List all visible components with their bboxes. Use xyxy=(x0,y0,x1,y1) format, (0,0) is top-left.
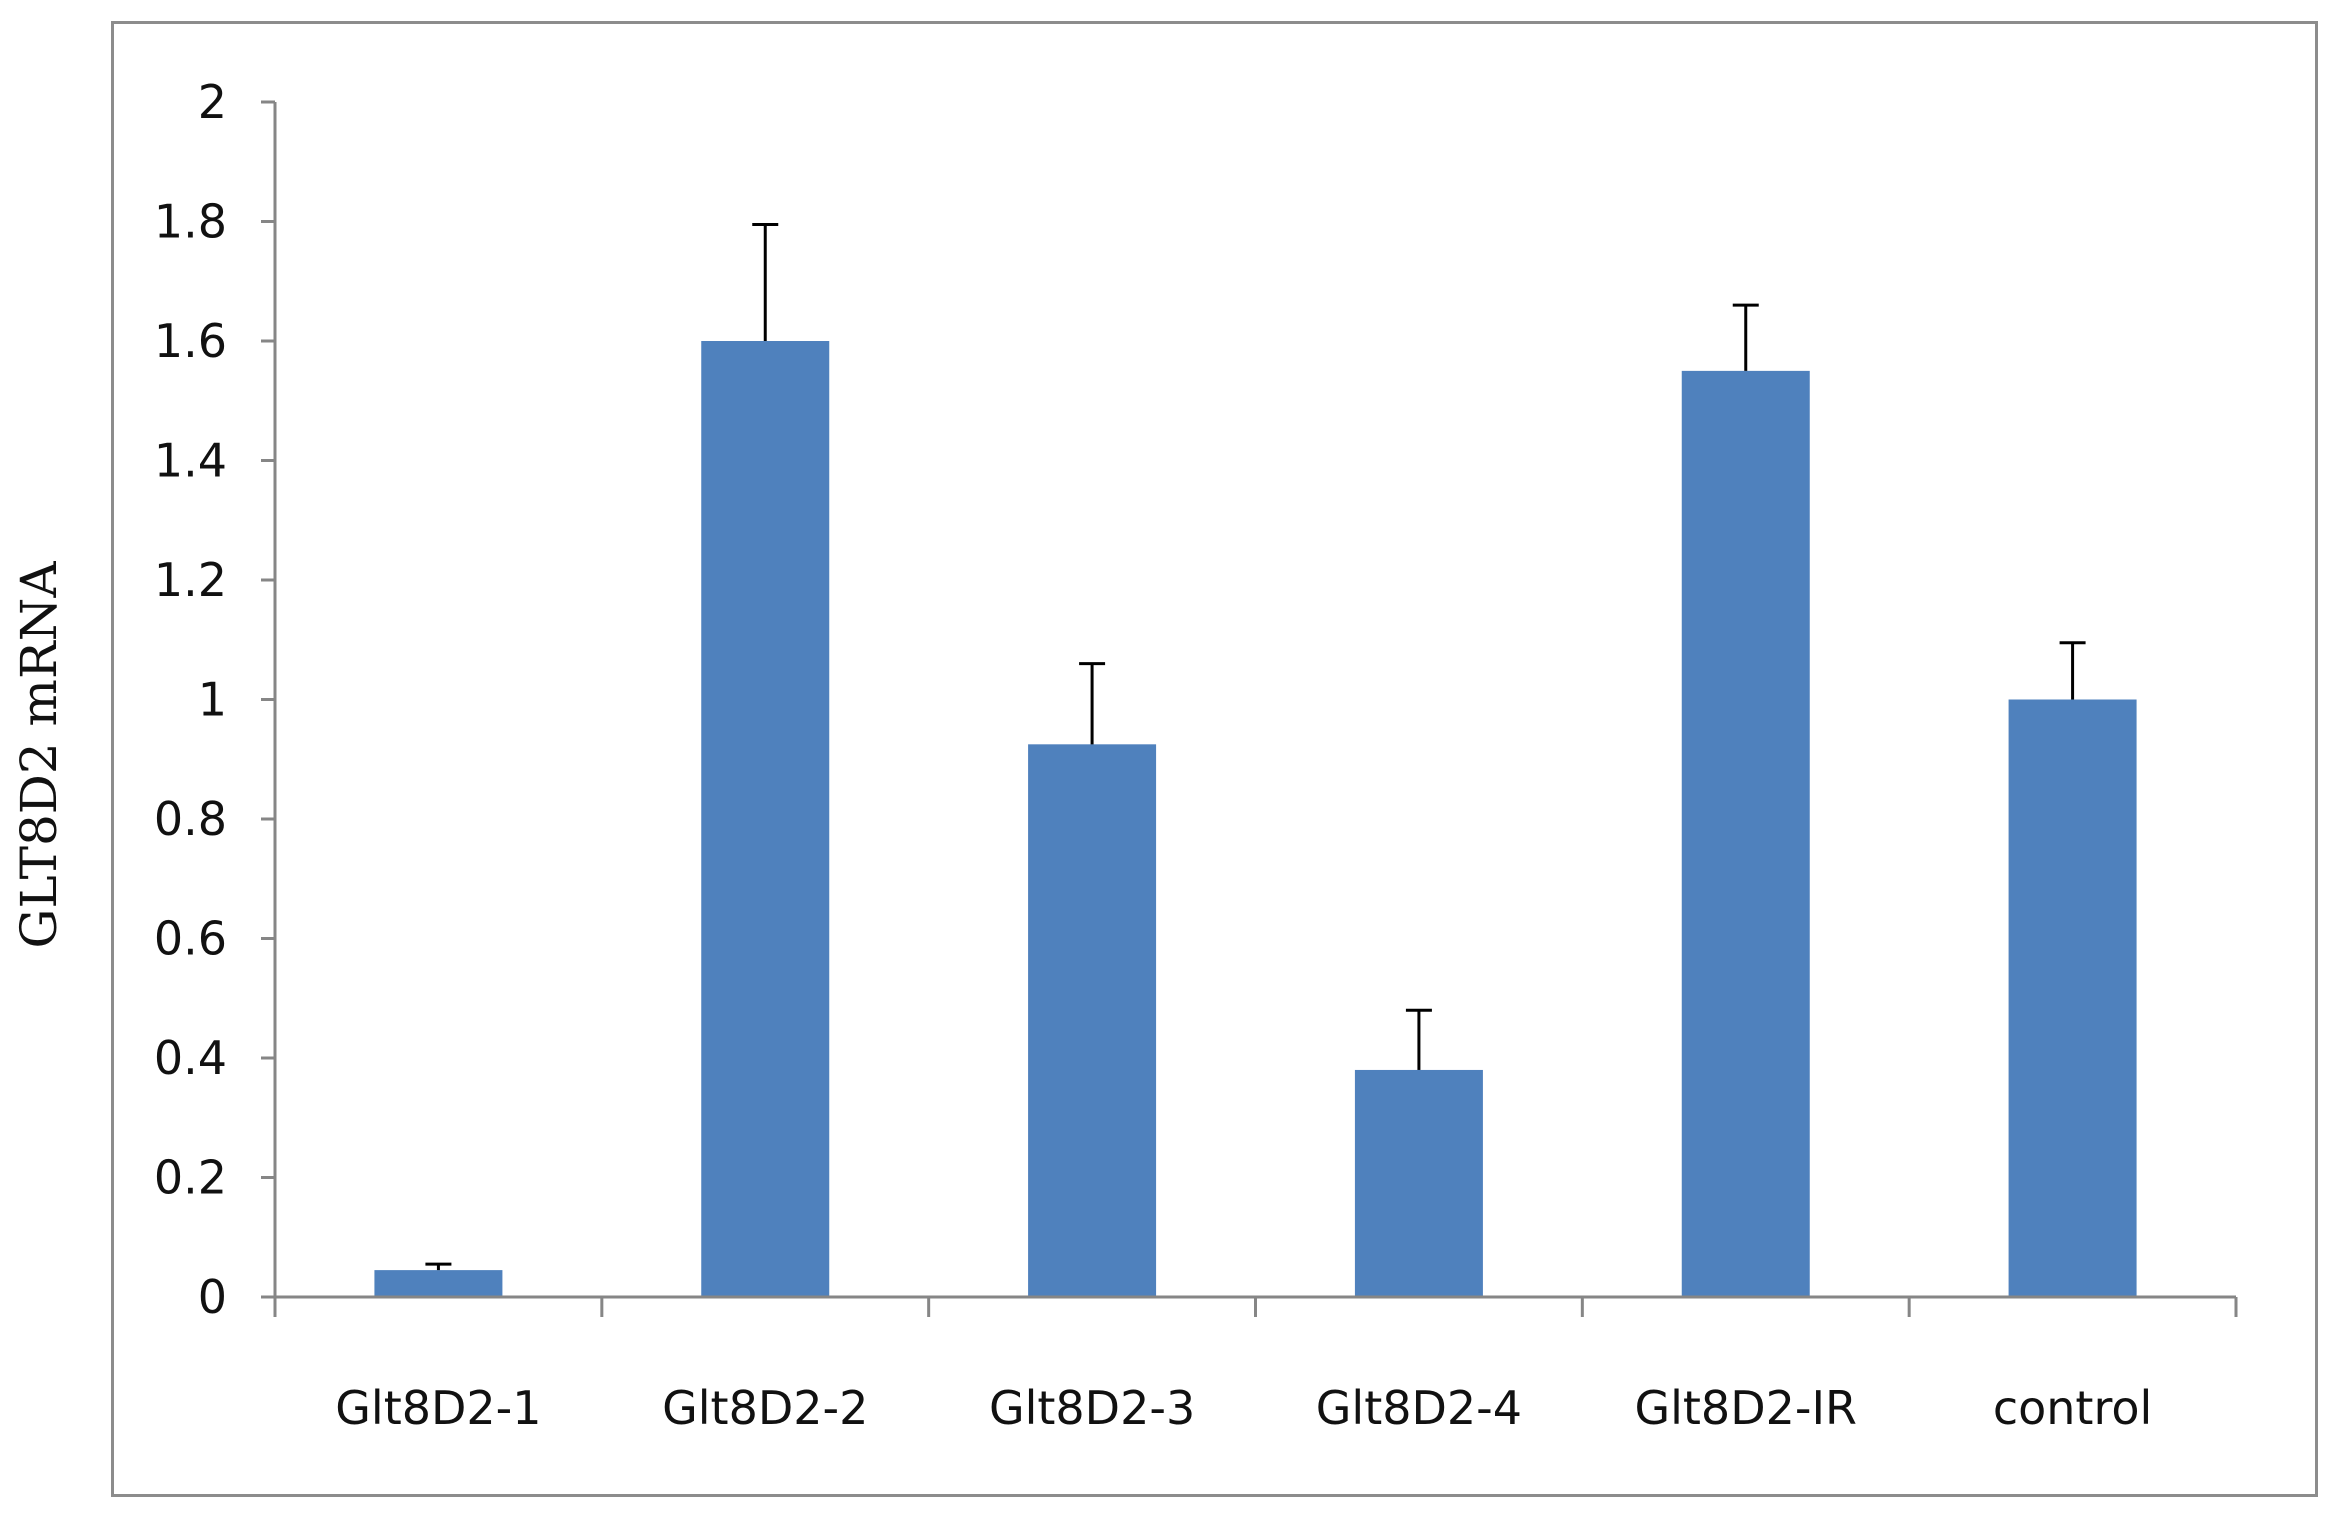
y-tick-label: 1 xyxy=(198,673,227,727)
y-axis-title: GLT8D2 mRNA xyxy=(10,561,68,949)
bars-layer xyxy=(374,341,2137,1297)
axes-layer xyxy=(261,100,2238,1317)
y-tick-label: 0.4 xyxy=(154,1031,227,1085)
chart-frame xyxy=(111,21,2318,1497)
y-tick-label: 0 xyxy=(198,1270,227,1324)
y-tick-label: 0.8 xyxy=(154,792,227,846)
x-category-label: Glt8D2-4 xyxy=(1316,1381,1522,1435)
bar-Glt8D2-2 xyxy=(701,341,830,1297)
x-category-label: Glt8D2-IR xyxy=(1634,1381,1857,1435)
labels-layer: 0 0.2 0.4 0.6 0.8 1 1.2 1.4 1.6 1.8 2 Glt8D2-1 Glt8D… xyxy=(154,75,2152,1435)
y-tick-label: 1.2 xyxy=(154,553,227,607)
x-category-label: control xyxy=(1993,1381,2152,1435)
bar-Glt8D2-1 xyxy=(374,1270,503,1297)
x-category-label: Glt8D2-3 xyxy=(989,1381,1195,1435)
y-tick-label: 1.6 xyxy=(154,314,227,368)
bar-Glt8D2-3 xyxy=(1028,744,1157,1297)
y-tick-label: 0.6 xyxy=(154,912,227,966)
y-tick-label: 0.2 xyxy=(154,1151,227,1205)
bar-control xyxy=(2008,699,2137,1297)
x-category-label: Glt8D2-2 xyxy=(662,1381,868,1435)
error-bars-layer xyxy=(425,222,2086,1271)
y-tick-label: 1.4 xyxy=(154,434,227,488)
x-category-label: Glt8D2-1 xyxy=(335,1381,541,1435)
bar-Glt8D2-4 xyxy=(1354,1069,1483,1297)
bar-Glt8D2-IR xyxy=(1681,370,1810,1297)
y-tick-label: 1.8 xyxy=(154,195,227,249)
y-tick-label: 2 xyxy=(198,75,227,129)
